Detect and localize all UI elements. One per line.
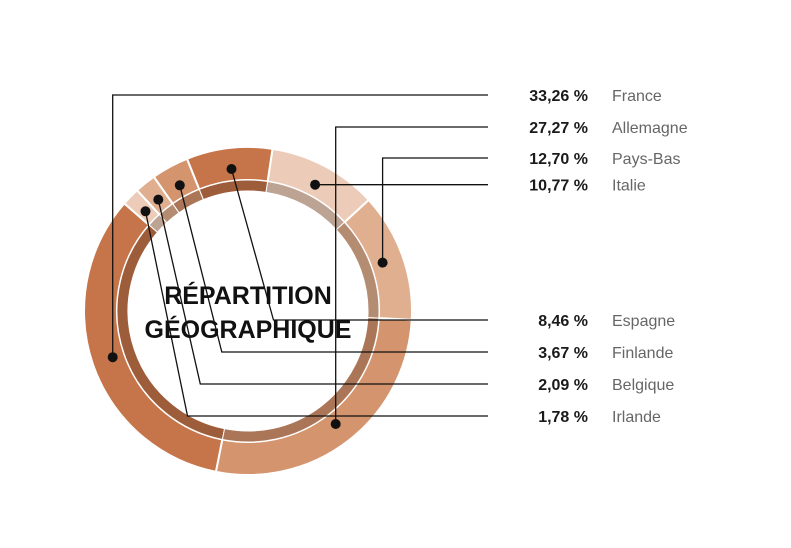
leader-dot-finlande [174, 180, 185, 191]
leader-line-finlande [179, 185, 488, 353]
country-label-france: France [612, 88, 662, 105]
country-label-espagne: Espagne [612, 313, 675, 330]
leader-dot-belgique [153, 194, 164, 205]
leader-line-allemagne [335, 126, 488, 424]
leader-line-espagne [230, 168, 488, 321]
value-label-france: 33,26 % [529, 88, 588, 105]
country-label-belgique: Belgique [612, 377, 674, 394]
donut-slices [83, 146, 413, 476]
leader-line-france [112, 94, 488, 358]
value-label-irlande: 1,78 % [538, 409, 588, 426]
leader-dot-france [107, 352, 118, 363]
leader-line-irlande [144, 211, 488, 417]
leader-dot-espagne [226, 164, 237, 174]
leader-line-belgique [157, 199, 488, 385]
leader-dot-allemagne [330, 419, 341, 429]
country-label-pays-bas: Pays-Bas [612, 151, 680, 168]
leader-dot-irlande [140, 206, 151, 217]
leader-line-pays-bas [381, 157, 488, 263]
country-label-irlande: Irlande [612, 409, 661, 426]
country-label-italie: Italie [612, 178, 646, 195]
leader-dot-italie [310, 179, 321, 190]
leader-lines [107, 94, 488, 429]
chart-title-line-1: RÉPARTITION [164, 281, 332, 310]
value-label-belgique: 2,09 % [538, 377, 588, 394]
donut-hole [128, 191, 368, 431]
value-label-espagne: 8,46 % [538, 313, 588, 330]
country-label-allemagne: Allemagne [612, 120, 688, 137]
value-label-allemagne: 27,27 % [529, 120, 588, 137]
value-label-italie: 10,77 % [529, 178, 588, 195]
value-label-pays-bas: 12,70 % [529, 151, 588, 168]
country-label-finlande: Finlande [612, 345, 673, 362]
value-label-finlande: 3,67 % [538, 345, 588, 362]
leader-dot-pays-bas [377, 257, 388, 268]
slice-labels: 33,26 % France 27,27 % Allemagne 12,70 % Pays… [529, 88, 687, 426]
